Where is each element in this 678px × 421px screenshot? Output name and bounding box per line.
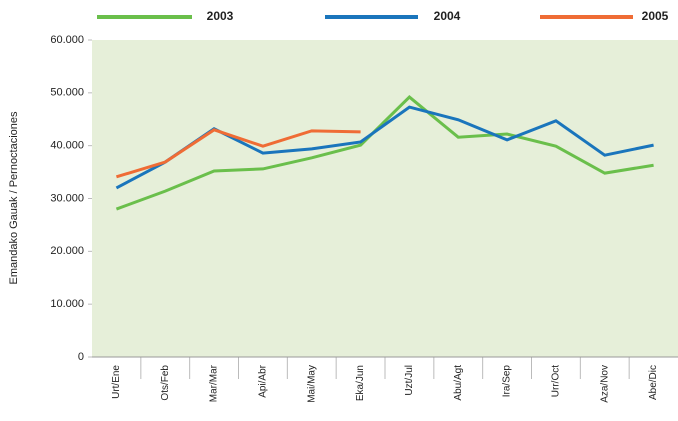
- x-tick-label: Eka/Jun: [355, 365, 366, 401]
- y-tick-label: 40.000: [50, 140, 84, 152]
- x-tick-label: Uzt/Jul: [404, 365, 415, 396]
- x-tick-label: Urr/Oct: [551, 365, 562, 397]
- x-tick-label: Mar/Mar: [209, 364, 220, 402]
- x-tick-label: Api/Abr: [258, 364, 269, 397]
- series-line: [115, 95, 654, 211]
- x-tick-label: Aza/Nov: [599, 365, 610, 403]
- y-tick-label: 60.000: [50, 34, 84, 46]
- y-tick-label: 10.000: [50, 298, 84, 310]
- x-tick-label: Ots/Feb: [160, 365, 171, 401]
- x-tick-label: Ira/Sep: [502, 365, 513, 398]
- legend-label: 2003: [207, 9, 234, 23]
- x-tick-label: Mai/May: [306, 365, 317, 403]
- series-line: [115, 128, 361, 179]
- x-tick-label: Abu/Agt: [453, 365, 464, 401]
- y-axis-label: Emandako Gauak / Pernoctaciones: [8, 111, 20, 285]
- y-tick-label: 30.000: [50, 192, 84, 204]
- legend-label: 2004: [434, 9, 461, 23]
- x-tick-label: Abe/Dic: [648, 365, 659, 400]
- x-tick-label: Urt/Ene: [111, 365, 122, 399]
- y-tick-label: 0: [78, 351, 84, 363]
- y-tick-label: 50.000: [50, 87, 84, 99]
- legend-label: 2005: [642, 9, 669, 23]
- y-tick-label: 20.000: [50, 245, 84, 257]
- plot-area: [92, 40, 678, 357]
